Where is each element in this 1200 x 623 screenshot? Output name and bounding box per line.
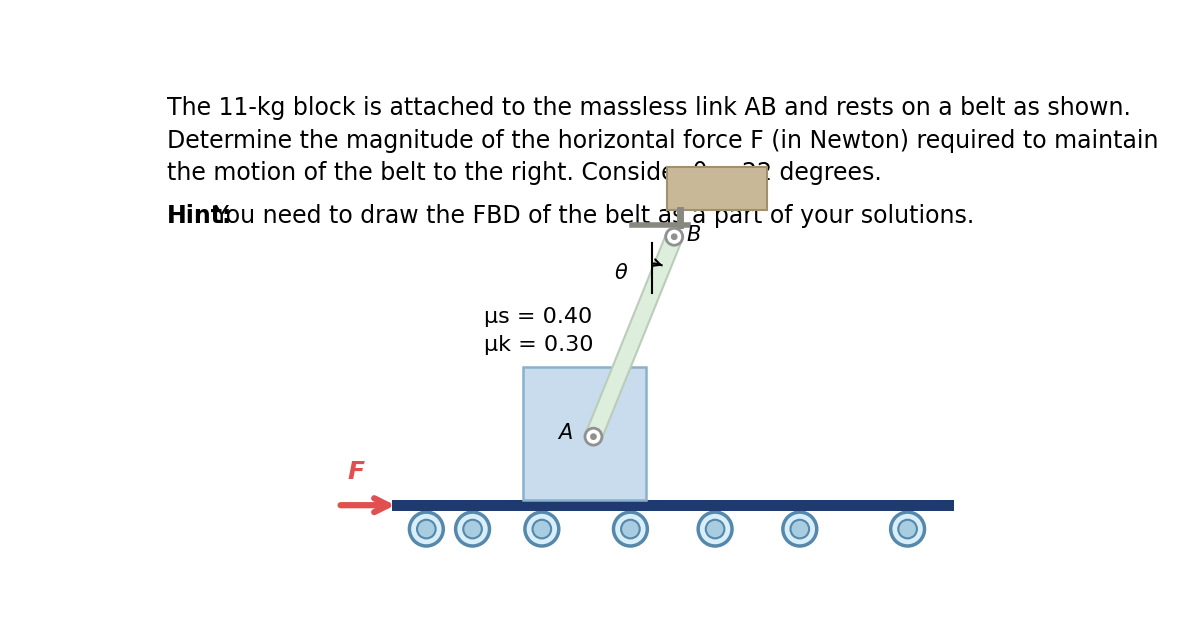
Circle shape bbox=[899, 520, 917, 538]
Bar bbox=[523, 368, 646, 500]
Text: Determine the magnitude of the horizontal force ​F (in Newton) required to maint: Determine the magnitude of the horizonta… bbox=[167, 129, 1158, 153]
Circle shape bbox=[533, 520, 551, 538]
Circle shape bbox=[698, 512, 732, 546]
Circle shape bbox=[418, 520, 436, 538]
Circle shape bbox=[890, 512, 924, 546]
Circle shape bbox=[666, 228, 683, 245]
Bar bbox=[666, 168, 767, 210]
Circle shape bbox=[463, 520, 482, 538]
Circle shape bbox=[791, 520, 809, 538]
Circle shape bbox=[584, 428, 602, 445]
Circle shape bbox=[622, 520, 640, 538]
Text: You need to draw the FBD of the belt as a part of your solutions.: You need to draw the FBD of the belt as … bbox=[206, 204, 974, 228]
Circle shape bbox=[456, 512, 490, 546]
Text: θ: θ bbox=[614, 263, 628, 283]
Circle shape bbox=[671, 234, 678, 240]
Text: F: F bbox=[348, 460, 365, 483]
Circle shape bbox=[409, 512, 443, 546]
Circle shape bbox=[613, 512, 647, 546]
Polygon shape bbox=[586, 234, 682, 440]
Text: μk = 0.30: μk = 0.30 bbox=[484, 335, 594, 355]
Bar bbox=[391, 500, 954, 511]
Text: A: A bbox=[558, 423, 572, 443]
Circle shape bbox=[782, 512, 817, 546]
Text: the motion of the belt to the right. Consider θ = 22 degrees.: the motion of the belt to the right. Con… bbox=[167, 161, 882, 185]
Circle shape bbox=[524, 512, 559, 546]
Text: μs = 0.40: μs = 0.40 bbox=[484, 307, 593, 327]
Text: B: B bbox=[686, 226, 701, 245]
Circle shape bbox=[590, 433, 596, 440]
Text: The 11-​kg block is attached to the massless link ​AB and rests on a belt as sho: The 11-​kg block is attached to the mass… bbox=[167, 97, 1130, 120]
Circle shape bbox=[706, 520, 725, 538]
Text: Hint:: Hint: bbox=[167, 204, 233, 228]
